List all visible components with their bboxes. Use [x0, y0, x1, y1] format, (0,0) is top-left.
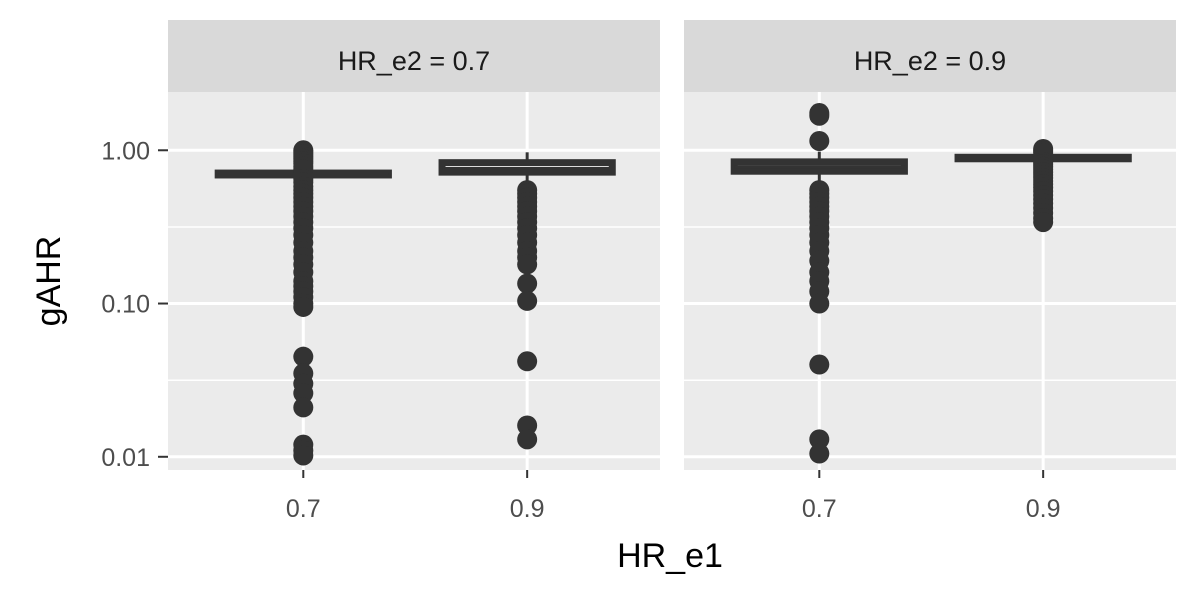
y-tick-label: 1.00 [101, 137, 150, 165]
y-tick-label: 0.01 [101, 444, 150, 472]
facet-strip-label: HR_e2 = 0.7 [338, 46, 490, 76]
outlier-point [809, 105, 830, 126]
x-axis-title: HR_e1 [617, 537, 723, 575]
outlier-point [809, 293, 830, 314]
outlier-point [809, 429, 830, 450]
y-axis: 0.01 0.10 1.00 [101, 137, 168, 472]
outlier-point [293, 296, 314, 317]
outlier-point [517, 290, 538, 311]
outlier-point [1033, 212, 1054, 233]
outlier-point [809, 130, 830, 151]
facet-panel: HR_e2 = 0.9 [684, 20, 1176, 470]
outlier-point [293, 397, 314, 418]
panel-background [168, 92, 660, 470]
y-tick-label: 0.10 [101, 291, 150, 319]
panel-background [684, 92, 1176, 470]
box-element [954, 138, 1132, 233]
panels-layer: HR_e2 = 0.7 HR_e2 = 0.9 [168, 20, 1176, 470]
box-element [438, 152, 616, 450]
outlier-point [517, 254, 538, 275]
x-tick-label: 0.9 [1026, 495, 1061, 523]
outlier-point [517, 351, 538, 372]
outlier-point [809, 354, 830, 375]
box-element [730, 103, 908, 464]
x-tick-label: 0.7 [802, 495, 837, 523]
y-axis-title: gAHR [30, 236, 68, 327]
facet-strip [168, 20, 660, 92]
outlier-point [293, 445, 314, 466]
outlier-point [293, 346, 314, 367]
outlier-point [809, 443, 830, 464]
outlier-point [517, 415, 538, 436]
outlier-point [293, 383, 314, 404]
outlier-point [517, 429, 538, 450]
facet-strip-label: HR_e2 = 0.9 [854, 46, 1006, 76]
outlier-point [517, 273, 538, 294]
box-element [214, 140, 392, 466]
x-tick-label: 0.9 [510, 495, 545, 523]
x-tick-label: 0.7 [286, 495, 321, 523]
facet-strip [684, 20, 1176, 92]
facet-panel: HR_e2 = 0.7 [168, 20, 660, 470]
x-axis: 0.7 0.9 0.7 0.9 [286, 470, 1061, 523]
